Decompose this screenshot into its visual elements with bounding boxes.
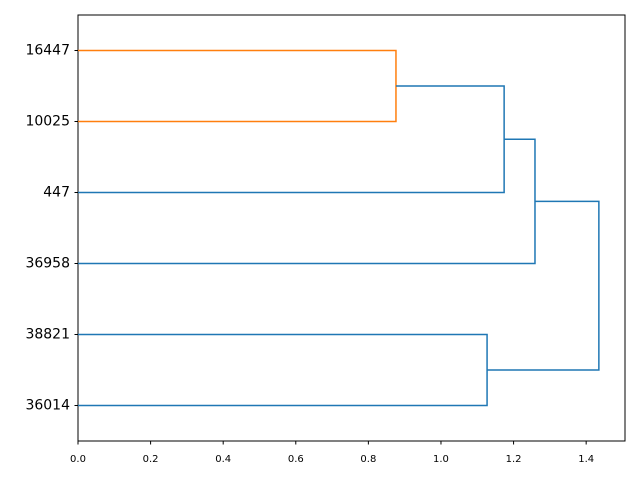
x-tick-label: 0.8: [360, 454, 376, 465]
x-tick-label: 0.2: [143, 454, 159, 465]
x-tick-label: 0.4: [215, 454, 231, 465]
dendrogram-link: [78, 138, 536, 265]
leaf-label: 16447: [25, 43, 70, 59]
dendrogram-link: [78, 49, 397, 123]
dendrogram-link: [487, 200, 600, 371]
x-tick-label: 1.4: [578, 454, 594, 465]
leaf-label: 38821: [25, 327, 70, 343]
x-tick-label: 1.0: [433, 454, 449, 465]
dendrogram-link: [78, 333, 488, 407]
leaf-label: 10025: [25, 114, 70, 130]
leaf-label: 36014: [25, 398, 70, 414]
x-tick-label: 0.6: [288, 454, 304, 465]
x-tick-label: 0.0: [70, 454, 86, 465]
axes-frame: [77, 14, 626, 442]
dendrogram-link: [78, 85, 505, 194]
leaf-label: 36958: [25, 256, 70, 272]
leaf-label: 447: [43, 185, 70, 201]
x-tick-label: 1.2: [506, 454, 522, 465]
